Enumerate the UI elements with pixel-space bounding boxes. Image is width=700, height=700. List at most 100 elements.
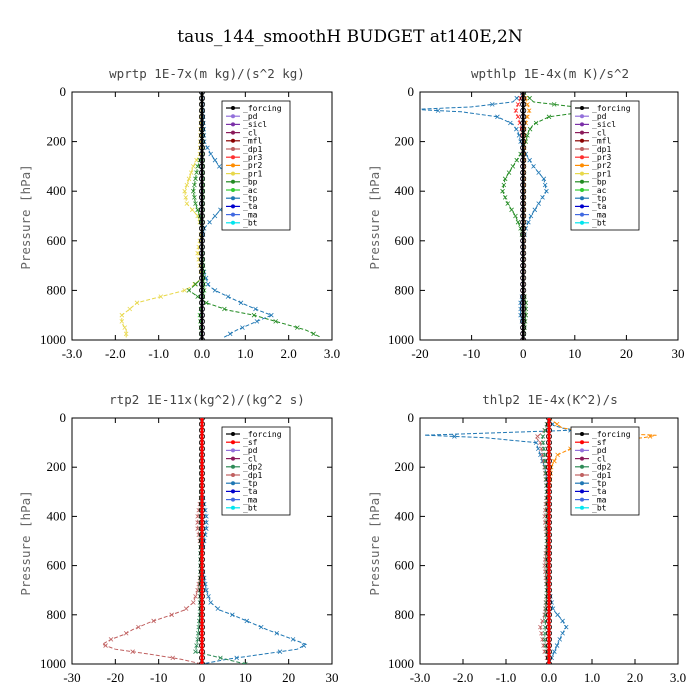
x-tick-label: 20: [620, 346, 633, 361]
series-marker: [546, 606, 552, 611]
series-marker: [520, 256, 527, 263]
series-marker: [251, 312, 257, 318]
series-marker: [520, 225, 527, 232]
y-tick-label: 400: [47, 183, 67, 198]
series-marker: [520, 212, 527, 219]
x-tick-label: -20: [411, 346, 428, 361]
series-marker: [205, 281, 211, 287]
series-marker: [204, 520, 209, 525]
series-marker: [198, 169, 205, 176]
legend-label: _forcing: [243, 430, 282, 439]
legend-label: _tp: [592, 194, 607, 203]
series-marker: [515, 219, 521, 225]
series-marker: [192, 195, 197, 200]
series-marker: [311, 331, 316, 337]
series-marker: [520, 243, 527, 250]
legend-marker: [231, 138, 235, 143]
series-marker: [193, 281, 198, 287]
series-marker: [199, 661, 205, 664]
series-marker: [199, 501, 205, 507]
series-marker: [505, 201, 511, 206]
y-tick-label: 200: [47, 134, 67, 149]
series-marker: [560, 630, 565, 636]
series-marker: [520, 312, 527, 319]
legend-marker: [580, 130, 584, 135]
legend-marker: [231, 448, 235, 453]
series-marker: [204, 514, 209, 519]
series-marker: [198, 256, 205, 263]
series-marker: [199, 471, 205, 476]
series-marker: [218, 655, 223, 661]
panel-title: thlp2 1E-4x(K^2)/s: [482, 392, 617, 407]
legend-label: _pd: [243, 446, 258, 455]
series-marker: [546, 643, 552, 648]
legend-label: _mfl: [243, 137, 262, 146]
legend-marker: [580, 138, 584, 143]
series-marker: [489, 102, 495, 107]
x-tick-label: 0: [520, 346, 527, 361]
series-marker: [520, 138, 527, 145]
series-marker: [551, 102, 557, 107]
series-marker: [528, 213, 534, 219]
series-group: [420, 92, 627, 340]
series-marker: [520, 287, 527, 294]
x-tick-label: 3.0: [324, 346, 340, 361]
series-marker: [509, 207, 514, 213]
legend-label: _ta: [592, 202, 607, 211]
y-tick-label: 0: [60, 410, 67, 425]
series-marker: [189, 207, 195, 213]
series-marker: [199, 489, 205, 495]
series-marker: [198, 318, 205, 325]
series-marker: [531, 164, 536, 169]
series-marker: [199, 637, 205, 642]
series-marker: [554, 421, 560, 427]
series-marker: [199, 649, 205, 654]
series-marker: [198, 250, 205, 257]
series-marker: [295, 325, 300, 330]
series-marker: [198, 237, 205, 244]
y-axis-label: Pressure [hPa]: [18, 164, 33, 269]
series-marker: [198, 293, 205, 300]
legend-label: _bt: [243, 504, 258, 513]
series-marker: [536, 170, 541, 175]
series-marker: [198, 206, 205, 213]
series-marker: [230, 612, 235, 618]
series-marker: [199, 569, 205, 575]
series-marker: [542, 464, 547, 470]
legend-marker: [231, 163, 235, 168]
series-marker: [516, 133, 522, 138]
legend-label: _pr1: [243, 169, 262, 178]
series-marker: [546, 440, 552, 445]
series-marker: [199, 655, 205, 661]
legend-marker: [580, 212, 584, 217]
legend-label: _bp: [592, 178, 607, 187]
x-tick-label: -10: [150, 670, 167, 685]
series-marker: [199, 337, 205, 340]
series-marker: [199, 428, 205, 433]
series-marker: [520, 150, 527, 157]
series-marker: [533, 120, 539, 126]
legend-label: _ta: [243, 487, 258, 496]
legend-marker: [231, 171, 235, 176]
series-marker: [198, 212, 205, 219]
figure-title: taus_144_smoothH BUDGET at140E,2N: [177, 27, 523, 47]
legend-label: _dp2: [243, 463, 262, 472]
legend-label: _ta: [243, 202, 258, 211]
series-marker: [193, 201, 198, 206]
legend-marker: [231, 196, 235, 201]
series-marker: [532, 207, 538, 213]
series-marker: [199, 532, 205, 538]
series-marker: [500, 188, 505, 194]
legend-label: _forcing: [592, 104, 631, 113]
series-marker: [198, 200, 205, 207]
series-marker: [520, 92, 527, 95]
series-marker: [520, 293, 527, 300]
x-tick-label: 20: [282, 670, 295, 685]
series-marker: [123, 630, 129, 636]
legend-label: _bt: [243, 219, 258, 228]
series-marker: [647, 434, 653, 439]
legend-label: _dp1: [243, 145, 262, 154]
series-marker: [198, 126, 205, 133]
legend-marker: [580, 122, 584, 127]
series-marker: [525, 102, 530, 107]
